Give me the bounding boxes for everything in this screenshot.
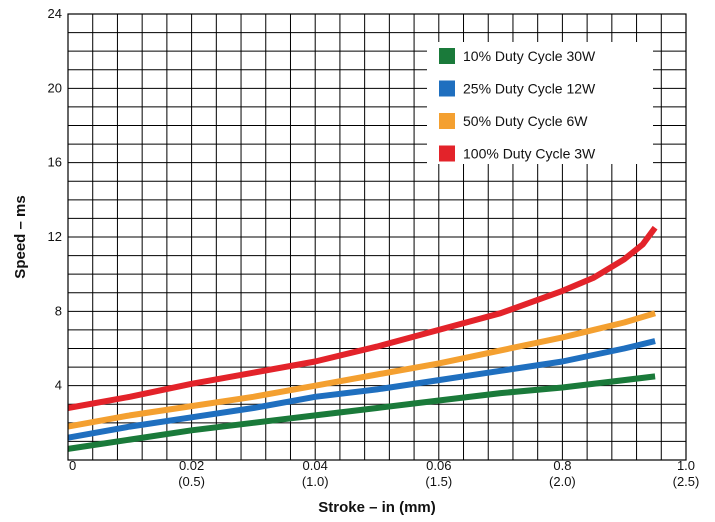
y-tick-label: 12 xyxy=(48,229,62,244)
plot-frame xyxy=(67,13,687,461)
x-tick-sublabel: (1.5) xyxy=(425,474,452,489)
x-axis-ticks: 0 0.02(0.5) 0.04(1.0) 0.06(1.5) 0.8(2.0) 1.0(… xyxy=(69,458,699,489)
legend-swatch xyxy=(439,48,455,64)
y-tick-label: 4 xyxy=(55,378,62,393)
series-line-2 xyxy=(67,338,656,441)
x-axis-title: Stroke – in (mm) xyxy=(318,499,436,516)
x-tick-label: 0.02 xyxy=(179,458,204,473)
x-tick-sublabel: (0.5) xyxy=(178,474,205,489)
series-line-1 xyxy=(67,373,656,452)
legend-label: 50% Duty Cycle 6W xyxy=(463,113,588,129)
legend-label: 10% Duty Cycle 30W xyxy=(463,48,596,64)
series-line-3 xyxy=(67,310,656,430)
legend-swatch xyxy=(439,80,455,97)
y-tick-label: 20 xyxy=(48,80,62,95)
series-line-4 xyxy=(67,225,658,411)
y-axis-title: Speed – ms xyxy=(12,195,29,278)
legend-swatch xyxy=(439,145,455,162)
legend-label: 100% Duty Cycle 3W xyxy=(463,146,596,162)
y-axis-ticks: 4 8 12 16 20 24 xyxy=(48,6,62,393)
x-tick-sublabel: (1.0) xyxy=(302,474,329,489)
legend: 10% Duty Cycle 30W 25% Duty Cycle 12W 50% … xyxy=(427,42,653,164)
x-tick-label: 0 xyxy=(69,458,76,473)
y-tick-label: 16 xyxy=(48,155,62,170)
x-tick-label: 0.06 xyxy=(426,458,451,473)
legend-label: 25% Duty Cycle 12W xyxy=(463,81,596,97)
y-tick-label: 24 xyxy=(48,6,62,21)
x-tick-sublabel: (2.5) xyxy=(673,474,700,489)
x-tick-label: 1.0 xyxy=(677,458,695,473)
x-tick-label: 0.8 xyxy=(553,458,571,473)
x-tick-label: 0.04 xyxy=(303,458,328,473)
legend-background xyxy=(427,42,653,164)
y-tick-label: 8 xyxy=(55,303,62,318)
legend-swatch xyxy=(439,113,455,129)
series-group xyxy=(67,225,658,452)
x-tick-sublabel: (2.0) xyxy=(549,474,576,489)
